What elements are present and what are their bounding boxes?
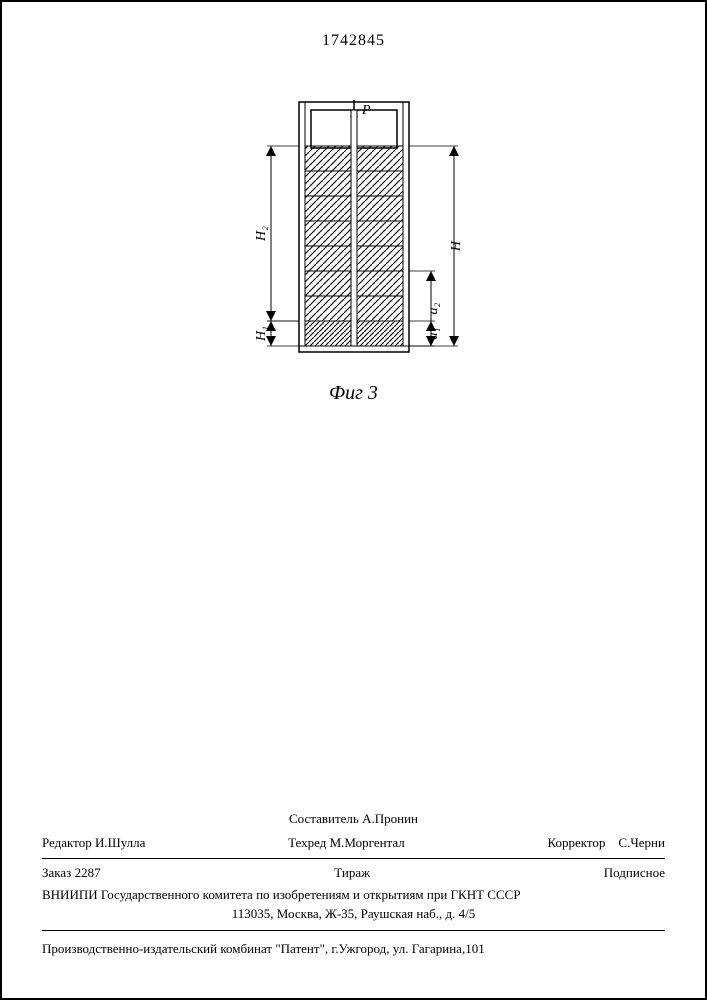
order-row: Заказ 2287 Тираж Подписное xyxy=(42,863,665,883)
svg-text:a₂: a₂ xyxy=(426,302,441,314)
techred-name: М.Моргентал xyxy=(330,835,405,850)
subscription-cell: Подписное xyxy=(604,863,665,883)
publisher-line2: 113035, Москва, Ж-35, Раушская наб., д. … xyxy=(42,904,665,924)
publisher-block: ВНИИПИ Государственного комитета по изоб… xyxy=(42,885,665,931)
corrector-role: Корректор xyxy=(547,835,605,850)
editor-row: Редактор И.Шулла Техред М.Моргентал Корр… xyxy=(42,833,665,860)
figure-svg: P Ha₂ a₁ H₂ H₁ xyxy=(204,82,504,382)
figure-3: P Ha₂ a₁ H₂ H₁ xyxy=(2,82,705,382)
compiler-name: А.Пронин xyxy=(362,811,418,826)
editor-name: И.Шулла xyxy=(95,835,145,850)
corrector-name: С.Черни xyxy=(618,835,665,850)
credits-block: Составитель А.Пронин Редактор И.Шулла Те… xyxy=(42,809,665,958)
techred-cell: Техред М.Моргентал xyxy=(288,833,405,853)
techred-role: Техред xyxy=(288,835,326,850)
printer-line: Производственно-издательский комбинат "П… xyxy=(42,939,665,959)
figure-caption: Фиг 3 xyxy=(2,382,705,405)
order-value: 2287 xyxy=(75,865,101,880)
compiler-role: Составитель xyxy=(289,811,359,826)
svg-text:P: P xyxy=(361,103,371,118)
compiler-line: Составитель А.Пронин xyxy=(42,809,665,829)
tirazh-cell: Тираж xyxy=(334,863,370,883)
editor-cell: Редактор И.Шулла xyxy=(42,833,145,853)
editor-role: Редактор xyxy=(42,835,92,850)
svg-text:H: H xyxy=(449,240,464,252)
svg-text:H₁: H₁ xyxy=(254,326,269,342)
order-label: Заказ xyxy=(42,865,71,880)
svg-text:a₁: a₁ xyxy=(426,328,441,340)
corrector-cell: Корректор С.Черни xyxy=(547,833,665,853)
patent-page: 1742845 P Ha₂ a₁ H₂ H₁ Фиг 3 Составитель А.П… xyxy=(0,0,707,1000)
svg-text:H₂: H₂ xyxy=(254,226,269,242)
order-cell: Заказ 2287 xyxy=(42,863,101,883)
patent-number: 1742845 xyxy=(2,32,705,50)
publisher-line1: ВНИИПИ Государственного комитета по изоб… xyxy=(42,885,665,905)
